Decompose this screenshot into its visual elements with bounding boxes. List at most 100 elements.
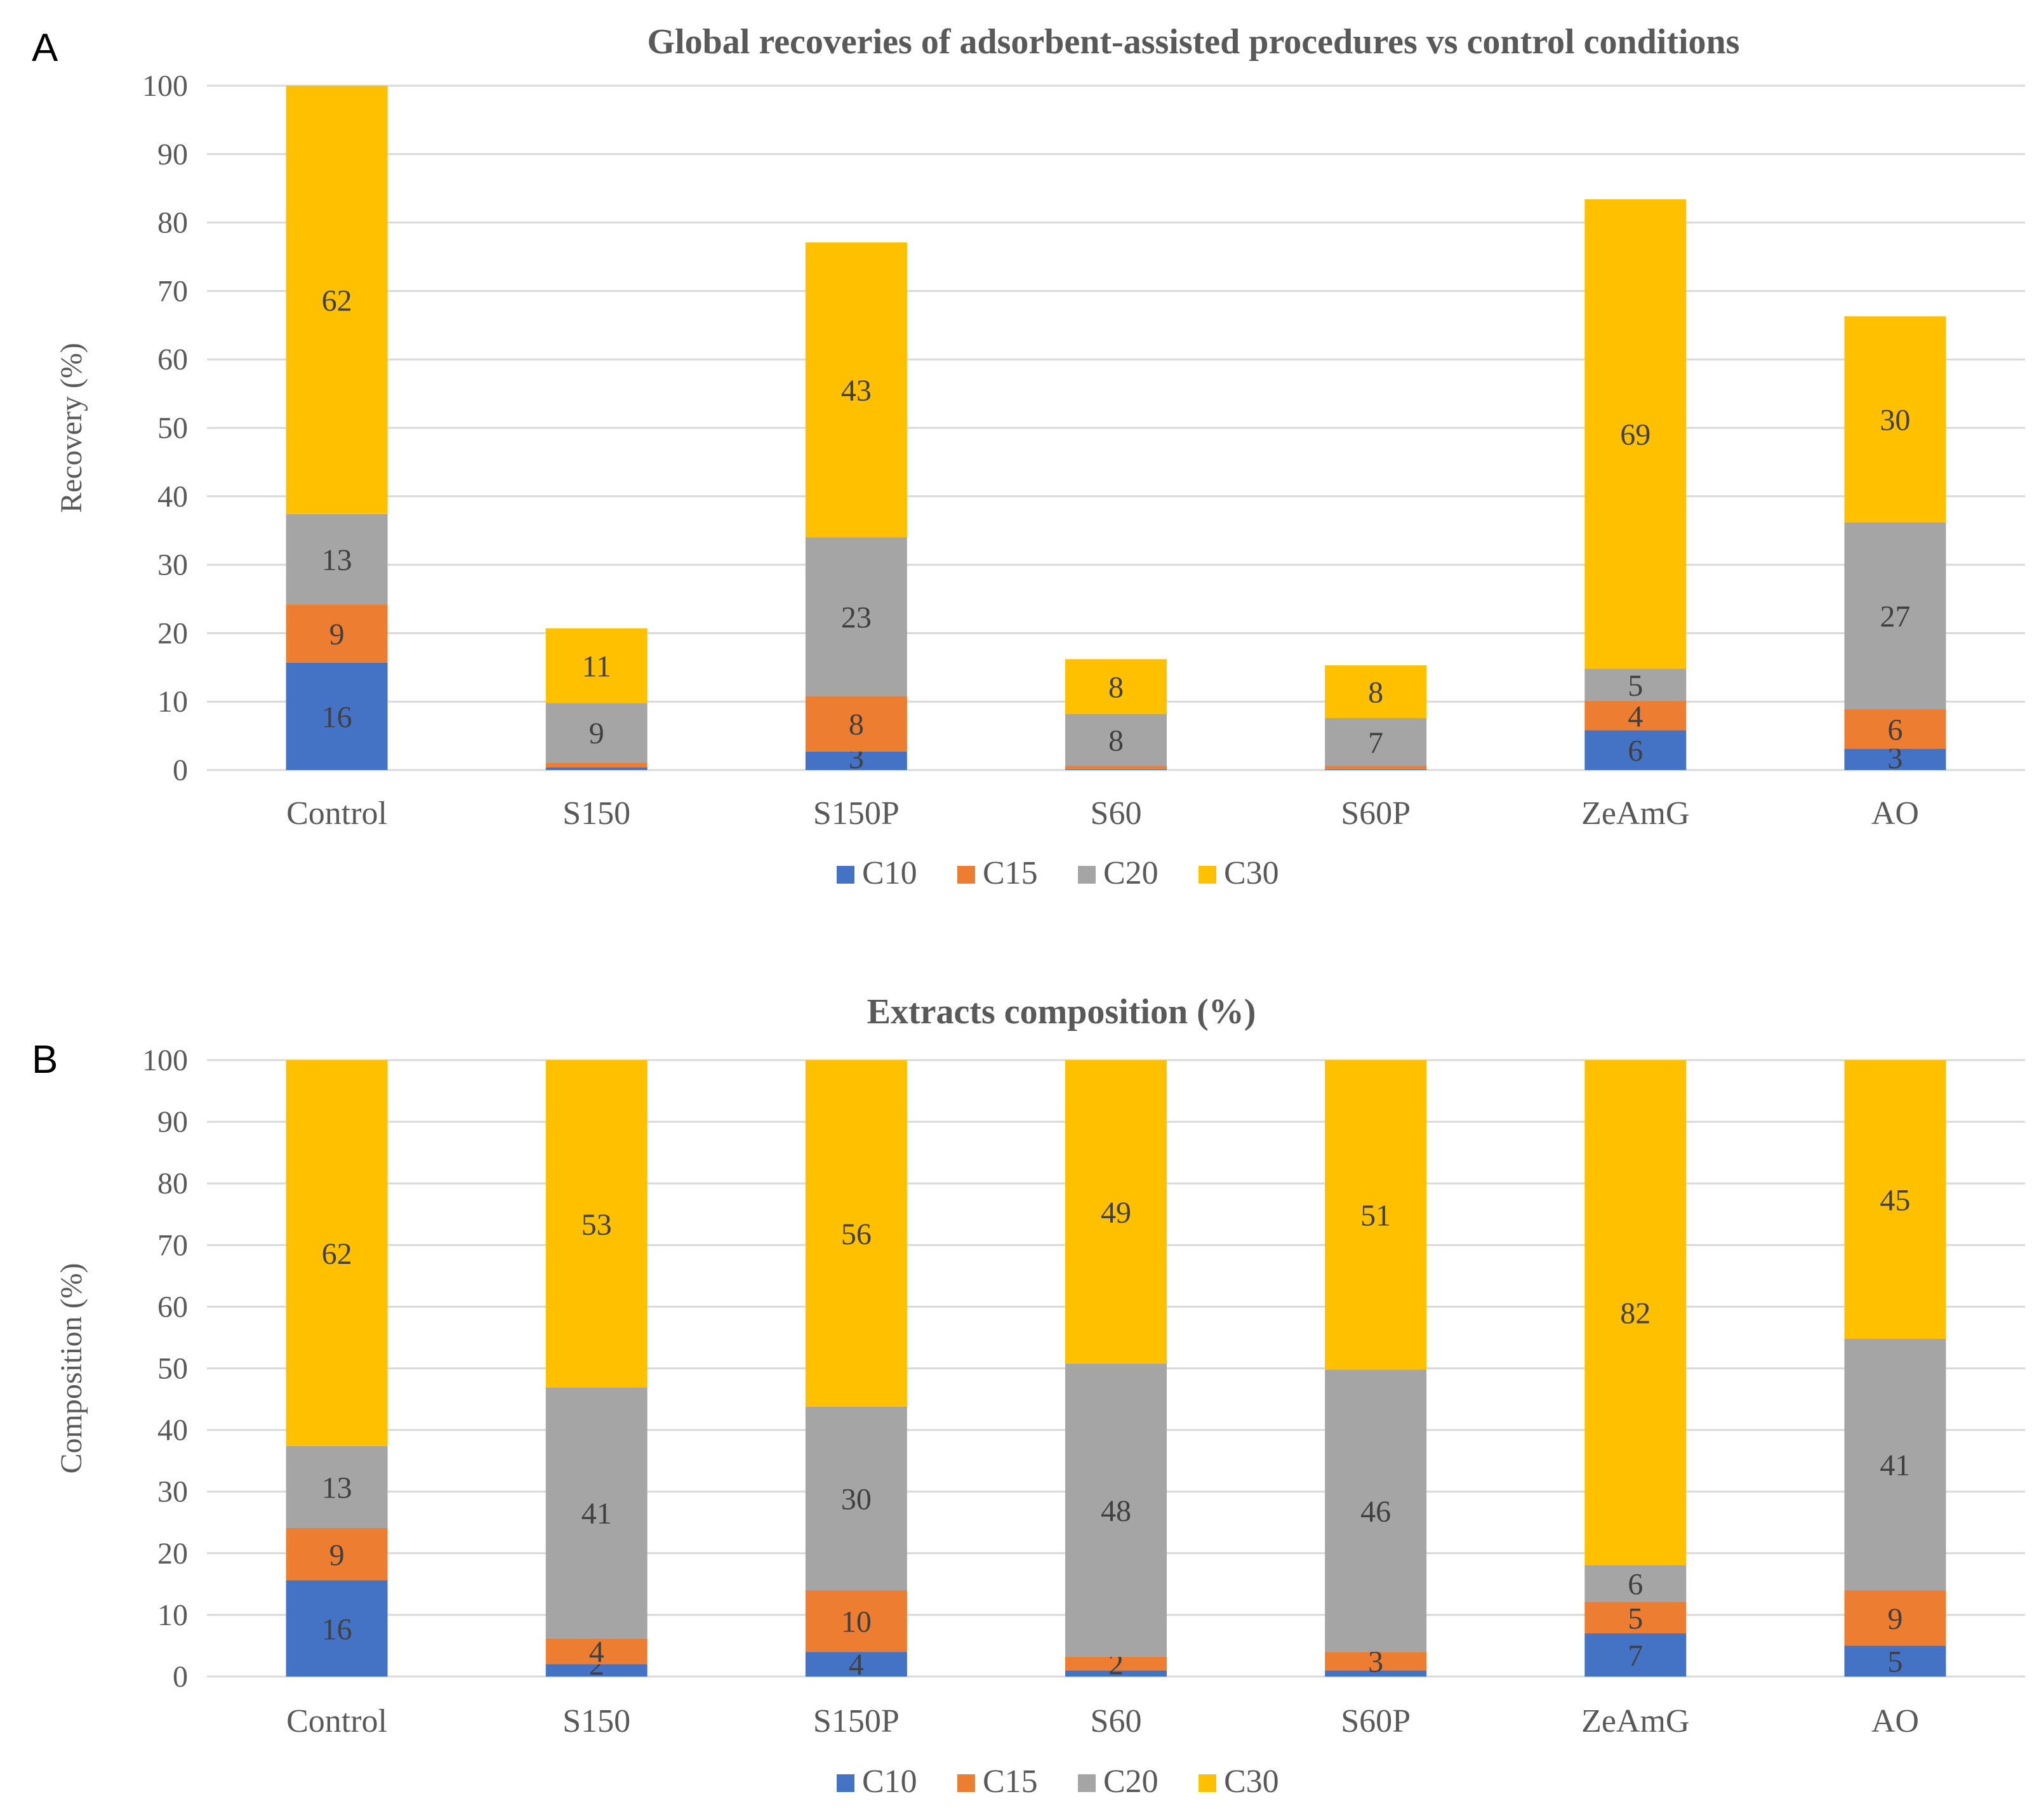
y-tick-label: 40 (157, 480, 188, 514)
bar-c15 (805, 1590, 907, 1652)
y-tick-label: 80 (157, 206, 188, 240)
legend-swatch (1078, 1774, 1096, 1792)
data-label: 69 (1620, 418, 1650, 452)
bar-c30 (805, 1060, 907, 1407)
legend-label: C15 (983, 1764, 1038, 1800)
data-label: 9 (589, 717, 604, 750)
bar-c30 (1325, 665, 1427, 719)
y-tick-label: 30 (157, 548, 188, 582)
bar-c30 (1325, 1060, 1427, 1370)
data-label: 8 (1108, 724, 1124, 758)
y-axis-label: Composition (%) (55, 1263, 88, 1474)
bar-c10 (1065, 769, 1167, 770)
data-label: 30 (841, 1482, 872, 1516)
legend-swatch (1199, 866, 1216, 884)
bar-c30 (1844, 316, 1946, 522)
bar-c30 (1844, 1060, 1946, 1339)
y-tick-label: 10 (157, 1598, 188, 1632)
bar-c20 (1325, 718, 1427, 766)
bar-c20 (545, 703, 648, 763)
data-label: 8 (1108, 670, 1124, 704)
data-label: 6 (1628, 1567, 1643, 1601)
y-tick-label: 30 (157, 1475, 188, 1509)
legend-label: C20 (1103, 855, 1159, 891)
chart-panel-a: A Global recoveries of adsorbent-assisted… (32, 22, 2025, 891)
data-label: 16 (322, 700, 352, 734)
legend-swatch (1199, 1774, 1216, 1792)
bar-c30 (286, 1060, 388, 1446)
data-label: 46 (1360, 1495, 1391, 1529)
bar-c15 (1844, 1590, 1946, 1646)
x-tick-label: S150 (562, 795, 630, 832)
data-label: 62 (322, 1237, 352, 1271)
y-tick-label: 70 (157, 1228, 188, 1262)
legend-swatch (1078, 866, 1096, 884)
data-label: 16 (322, 1612, 352, 1646)
legend-swatch (957, 1774, 975, 1792)
bar-c15 (1065, 766, 1167, 769)
y-tick-label: 60 (157, 343, 188, 376)
x-tick-label: AO (1871, 1703, 1919, 1739)
data-label: 5 (1628, 669, 1643, 703)
bar-c10 (805, 1652, 907, 1677)
bar-c10 (545, 767, 648, 770)
data-label: 13 (322, 1471, 352, 1504)
data-label: 4 (849, 1648, 864, 1682)
y-tick-label: 50 (157, 411, 188, 445)
bar-c30 (1584, 1060, 1687, 1565)
y-tick-label: 90 (157, 138, 188, 171)
data-label: 41 (581, 1497, 612, 1531)
y-tick-label: 20 (157, 1537, 188, 1571)
data-label: 43 (841, 374, 872, 408)
y-tick-label: 100 (142, 69, 188, 103)
bar-c30 (286, 86, 388, 514)
data-label: 49 (1101, 1196, 1131, 1230)
legend-label: C10 (862, 1764, 917, 1800)
bar-c15 (1584, 701, 1687, 731)
data-label: 51 (1360, 1199, 1391, 1233)
data-label: 9 (329, 1538, 345, 1572)
bar-c20 (1584, 1565, 1687, 1602)
data-label: 6 (1887, 713, 1903, 747)
legend-swatch (837, 1774, 854, 1792)
bar-c20 (805, 1406, 907, 1591)
bar-c30 (545, 1060, 648, 1388)
data-label: 5 (1628, 1602, 1643, 1635)
x-tick-label: S60P (1341, 795, 1411, 832)
data-label: 13 (322, 543, 352, 577)
data-label: 8 (1368, 676, 1383, 710)
x-tick-label: Control (286, 795, 387, 832)
data-label: 4 (589, 1635, 604, 1669)
bar-c10 (1584, 730, 1687, 770)
legend-label: C20 (1103, 1764, 1159, 1800)
y-tick-label: 100 (142, 1044, 188, 1077)
y-tick-label: 10 (157, 685, 188, 719)
legend-swatch (957, 866, 975, 884)
x-tick-label: S60 (1091, 795, 1142, 832)
y-tick-label: 0 (173, 1660, 188, 1694)
bar-c10 (1844, 748, 1946, 770)
bar-c10 (545, 1664, 648, 1677)
panel-letter: A (32, 26, 58, 70)
data-label: 11 (582, 650, 611, 684)
bar-c10 (1844, 1645, 1946, 1677)
bar-c10 (1325, 1670, 1427, 1677)
y-axis-label: Recovery (%) (55, 343, 88, 513)
x-tick-label: ZeAmG (1581, 1703, 1689, 1739)
x-tick-label: Control (286, 1703, 387, 1739)
data-label: 56 (841, 1218, 872, 1251)
legend-label: C30 (1224, 855, 1279, 891)
bar-c15 (286, 604, 388, 663)
legend-label: C30 (1224, 1764, 1279, 1800)
bar-c30 (805, 242, 907, 538)
y-tick-label: 50 (157, 1352, 188, 1386)
legend-label: C15 (983, 855, 1038, 891)
bar-c10 (286, 662, 388, 770)
x-tick-label: ZeAmG (1581, 795, 1689, 832)
data-label: 6 (1628, 734, 1643, 768)
y-tick-label: 90 (157, 1105, 188, 1139)
bar-c15 (1584, 1602, 1687, 1634)
x-tick-label: AO (1871, 795, 1919, 832)
x-tick-label: S150P (813, 795, 900, 832)
chart-title: Global recoveries of adsorbent-assisted … (648, 22, 1740, 62)
